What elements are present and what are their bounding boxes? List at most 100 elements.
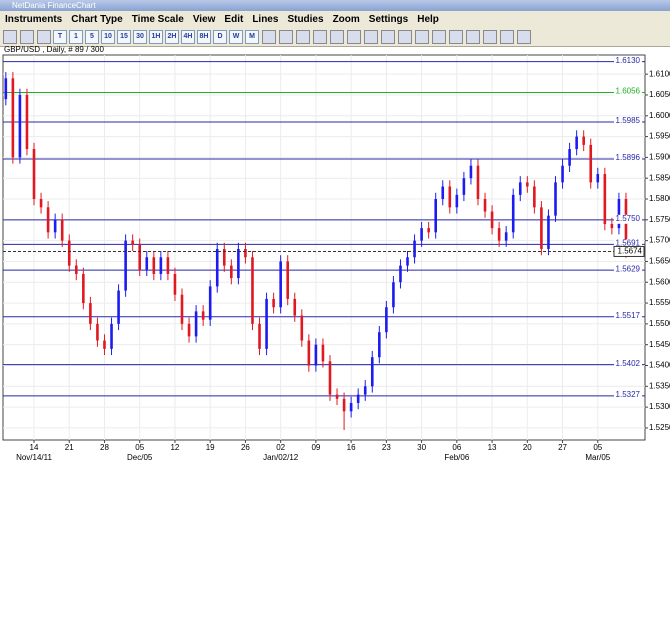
timescale-button[interactable]: 4H [181,30,195,44]
toolbar-icon[interactable] [449,30,463,44]
y-tick-label: 1.6100 [649,69,670,78]
toolbar-icon[interactable] [296,30,310,44]
candle-body [385,307,388,333]
candle-body [53,219,57,233]
candle-body [518,182,522,195]
candle-body [201,311,205,320]
toolbar-icon[interactable] [262,30,276,44]
menu-item[interactable]: Time Scale [131,14,184,25]
y-tick-label: 1.5450 [649,340,670,349]
candle-body [370,357,374,387]
candle-body [307,340,311,366]
candle-body [356,394,360,403]
x-tick-label: 16 [347,443,356,452]
menu-item[interactable]: View [192,14,216,25]
x-tick-label: 28 [100,443,109,452]
y-tick-label: 1.5600 [649,277,670,286]
x-tick-label: 09 [311,443,320,452]
x-tick-label: 20 [523,443,532,452]
toolbar-icon[interactable] [398,30,412,44]
candle-body [497,228,501,241]
y-tick-label: 1.5950 [649,132,670,141]
toolbar-icon[interactable] [381,30,395,44]
menu-item[interactable]: Chart Type [71,14,123,25]
chart-title: GBP/USD , Daily, # 89 / 300 [4,46,104,54]
toolbar-icon[interactable] [279,30,293,44]
menu-item[interactable]: Help [417,14,439,25]
timescale-button[interactable]: 1 [69,30,83,44]
toolbar-icon[interactable] [500,30,514,44]
x-tick-label: 05 [135,443,144,452]
level-label: 1.6130 [616,56,641,65]
level-label-box [614,56,642,66]
toolbar-icon[interactable] [37,30,51,44]
toolbar-icon[interactable] [3,30,17,44]
menu-item[interactable]: Zoom [332,14,360,25]
y-tick-label: 1.5800 [649,194,670,203]
timescale-button[interactable]: 10 [101,30,115,44]
timescale-button[interactable]: 2H [165,30,179,44]
toolbar-icon[interactable] [517,30,531,44]
y-tick-label: 1.5550 [649,298,670,307]
toolbar-icon[interactable] [20,30,34,44]
x-tick-label: 27 [558,443,567,452]
y-tick-label: 1.5650 [649,257,670,266]
candle-body [74,265,78,274]
level-label-box [614,214,642,224]
candle-body [575,136,578,150]
timescale-button[interactable]: D [213,30,227,44]
candle-body [293,298,297,316]
menu-item[interactable]: Lines [252,14,279,25]
toolbar-icon[interactable] [466,30,480,44]
toolbar-icon[interactable] [415,30,429,44]
level-label: 1.5691 [616,238,641,247]
timescale-button[interactable]: 5 [85,30,99,44]
candle-body [455,194,459,208]
x-tick-label: 14 [30,443,39,452]
toolbar-icon[interactable] [313,30,327,44]
candle-body [208,286,212,320]
menu-item[interactable]: Studies [287,14,324,25]
menu-item[interactable]: Edit [224,14,244,25]
candle-body [166,257,170,274]
toolbar-icon[interactable] [364,30,378,44]
candle-body [328,361,332,395]
y-tick-label: 1.5350 [649,381,670,390]
candle-body [392,282,395,308]
last-price-box [613,245,645,257]
candle-body [406,257,409,266]
x-tick-label: 06 [452,443,461,452]
candle-body [448,186,452,208]
y-tick-label: 1.6050 [649,90,670,99]
candle-body [378,332,381,358]
candle-body [187,323,191,337]
toolbar-icon[interactable] [432,30,446,44]
toolbar-icon[interactable] [330,30,344,44]
candle-body [399,265,402,283]
candle-body [476,165,480,200]
timescale-button[interactable]: T [53,30,67,44]
candle-body [180,294,184,324]
candle-body [138,244,142,270]
timescale-button[interactable]: 30 [133,30,147,44]
chart: GBP/USD , Daily, # 89 / 300 1.5250 1.5300… [2,46,670,462]
candle-body [286,261,290,299]
candle-body [265,298,268,349]
timescale-button[interactable]: 1H [149,30,163,44]
candle-body [547,215,550,249]
timescale-button[interactable]: W [229,30,243,44]
toolbar-icon[interactable] [483,30,497,44]
toolbar-icon[interactable] [347,30,361,44]
toolbar: T 1 5 10 15 30 1H 2H 4H 8H D W M [0,28,670,47]
menu-item[interactable]: Settings [368,14,409,25]
candle-body [279,261,282,308]
timescale-button[interactable]: 8H [197,30,211,44]
timescale-button[interactable]: 15 [117,30,131,44]
candle-body [222,248,226,266]
candle-body [272,298,275,308]
level-label-box [614,154,642,164]
menu-item[interactable]: Instruments [5,14,63,25]
candle-body [321,344,325,362]
timescale-button[interactable]: M [245,30,259,44]
